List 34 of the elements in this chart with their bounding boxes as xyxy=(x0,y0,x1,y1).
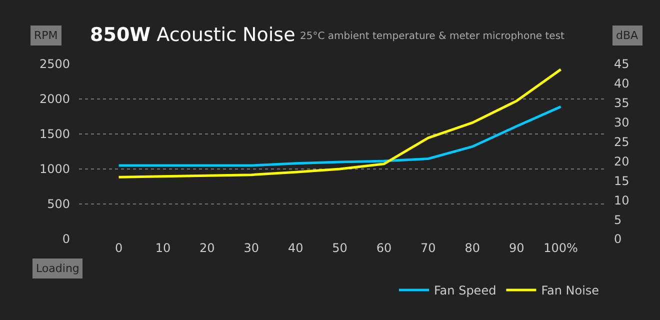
y-tick-label: 2000 xyxy=(39,92,70,106)
x-tick-label: 50 xyxy=(332,241,348,255)
y-tick-label: 500 xyxy=(47,197,70,212)
x-tick-label: 40 xyxy=(288,241,304,255)
x-tick-label: 100% xyxy=(544,241,578,255)
y2-tick-label: 15 xyxy=(614,174,630,188)
x-tick-label: 60 xyxy=(376,241,392,255)
line-series xyxy=(118,68,562,178)
y2-tick-label: 40 xyxy=(614,76,630,91)
x-tick-label: 30 xyxy=(244,241,260,255)
y2-tick-label: 35 xyxy=(614,96,630,110)
y2-tick-label: 45 xyxy=(614,57,630,72)
chart-title: 850W Acoustic Noise xyxy=(90,24,296,46)
x-tick-label: 10 xyxy=(155,241,171,255)
x-tick-label: 80 xyxy=(464,241,480,255)
y2-tick-label: 30 xyxy=(614,116,630,130)
y2-tick-label: 20 xyxy=(614,154,630,168)
y2-tick-label: 5 xyxy=(614,212,622,227)
y-tick-label: 2500 xyxy=(39,57,70,72)
legend-label: Fan Noise xyxy=(541,284,600,298)
y2-tick-label: 10 xyxy=(614,193,630,208)
y-tick-label: 1000 xyxy=(39,162,70,176)
y-tick-label: 1500 xyxy=(39,127,70,142)
legend-label: Fan Speed xyxy=(434,284,496,298)
y-axis-title: RPM xyxy=(34,29,58,42)
x-tick-label: 70 xyxy=(420,241,436,255)
x-tick-label: 0 xyxy=(114,241,123,255)
chart-subtitle: 25°C ambient temperature & meter microphone test xyxy=(300,31,565,42)
x-tick-label: 20 xyxy=(200,241,215,255)
y2-axis-title: dBA xyxy=(616,29,639,42)
line-series xyxy=(118,105,562,167)
x-tick-label: 90 xyxy=(508,241,524,255)
y2-tick-label: 25 xyxy=(614,134,630,149)
x-axis-title: Loading xyxy=(36,262,80,275)
